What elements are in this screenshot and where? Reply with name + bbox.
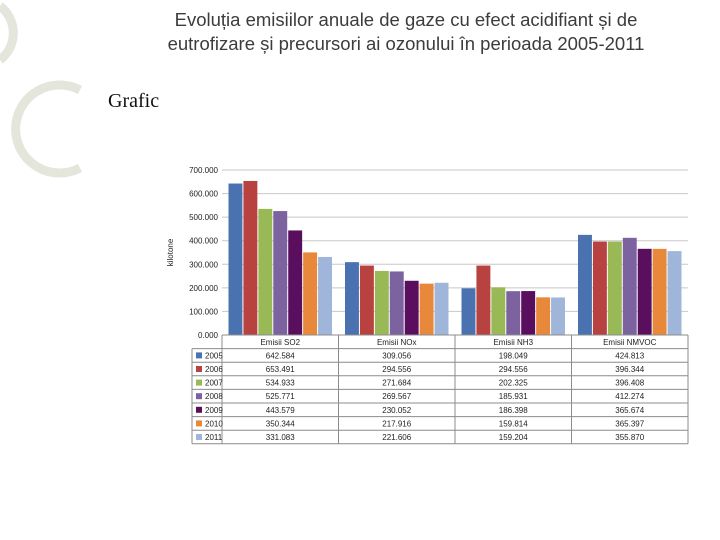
bar — [419, 283, 434, 335]
bar — [345, 262, 359, 335]
slide-title: Evoluția emisiilor anuale de gaze cu efe… — [100, 8, 712, 56]
bar — [491, 287, 506, 335]
bar — [228, 183, 243, 335]
bar — [652, 248, 667, 335]
data-cell: 230.052 — [382, 406, 411, 415]
y-tick-label: 600.000 — [189, 190, 218, 199]
category-label: Emisii NH3 — [493, 338, 533, 347]
bar — [622, 237, 637, 335]
decor-ring-bottom — [11, 80, 83, 178]
data-cell: 443.579 — [266, 406, 295, 415]
legend-label: 2007 — [205, 379, 223, 388]
bar — [578, 234, 592, 335]
data-cell: 396.408 — [615, 379, 644, 388]
legend-label: 2009 — [205, 406, 223, 415]
chart-svg: 0.000 100.000 200.000 300.000 400.000 500.000… — [166, 166, 689, 445]
bar — [404, 280, 419, 335]
bar — [592, 241, 607, 335]
data-cell: 412.274 — [615, 392, 644, 401]
legend-swatch — [196, 366, 202, 372]
bar — [607, 241, 622, 335]
category-label: Emisii SO2 — [260, 338, 300, 347]
data-cell: 202.325 — [499, 379, 528, 388]
legend-swatch — [196, 434, 202, 440]
bar — [273, 211, 288, 335]
y-tick-label: 100.000 — [189, 307, 218, 316]
bar — [461, 288, 476, 335]
legend-label: 2006 — [205, 365, 223, 374]
data-cell: 217.916 — [382, 419, 411, 428]
data-cell: 185.931 — [499, 392, 528, 401]
slide-title-line-1: Evoluția emisiilor anuale de gaze cu efe… — [174, 9, 638, 30]
data-cell: 294.556 — [382, 365, 411, 374]
data-cell: 294.556 — [499, 365, 528, 374]
data-cell: 355.870 — [615, 433, 644, 442]
legend-swatch — [196, 393, 202, 400]
bar — [318, 256, 332, 335]
bar — [506, 291, 521, 335]
data-cell: 186.398 — [499, 406, 528, 415]
decor-ring-top — [0, 2, 18, 64]
legend-label: 2005 — [205, 351, 223, 360]
data-cell: 653.491 — [266, 365, 295, 374]
bar — [434, 282, 449, 335]
bar — [359, 265, 374, 335]
category-label: Emisii NMVOC — [603, 338, 657, 347]
emissions-chart: 0.000 100.000 200.000 300.000 400.000 500.000… — [162, 158, 692, 466]
data-cell: 159.204 — [499, 433, 528, 442]
y-tick-label: 200.000 — [189, 284, 218, 293]
bar — [521, 291, 536, 335]
y-axis-label: kilotone — [166, 238, 175, 266]
bar — [258, 208, 273, 335]
data-cell: 396.344 — [615, 365, 644, 374]
bar — [637, 248, 652, 335]
legend-swatch — [196, 406, 202, 413]
data-cell: 271.684 — [382, 379, 411, 388]
category-label: Emisii NOx — [377, 338, 417, 347]
data-cell: 350.344 — [266, 419, 295, 428]
legend-label: 2008 — [205, 392, 223, 401]
bar — [536, 297, 551, 335]
data-cell: 365.397 — [615, 419, 644, 428]
bar — [476, 265, 491, 335]
bar — [389, 271, 404, 335]
y-tick-label: 500.000 — [189, 213, 218, 222]
y-tick-label: 300.000 — [189, 260, 218, 269]
data-cell: 365.674 — [615, 406, 644, 415]
legend-label: 2010 — [205, 419, 223, 428]
y-tick-label: 700.000 — [189, 166, 218, 175]
data-cell: 159.814 — [499, 419, 528, 428]
data-cell: 534.933 — [266, 379, 295, 388]
bar — [551, 297, 565, 335]
bar — [374, 270, 389, 335]
bullet-grafic: Grafic — [108, 90, 160, 112]
y-tick-label: 400.000 — [189, 237, 218, 246]
data-cell: 269.567 — [382, 392, 411, 401]
slide-title-line-2: eutrofizare și precursori ai ozonului în… — [167, 33, 645, 54]
legend-swatch — [196, 379, 202, 386]
y-tick-label: 0.000 — [198, 331, 219, 340]
bar — [303, 252, 318, 335]
bar — [243, 180, 258, 335]
data-cell: 309.056 — [382, 351, 411, 360]
bar — [288, 230, 303, 335]
bar — [667, 251, 682, 335]
legend-label: 2011 — [205, 433, 223, 442]
data-cell: 331.083 — [266, 433, 295, 442]
decorative-rings — [0, 2, 83, 178]
data-cell: 525.771 — [266, 392, 295, 401]
data-cell: 221.606 — [382, 433, 411, 442]
data-cell: 424.813 — [615, 351, 644, 360]
data-cell: 642.584 — [266, 351, 295, 360]
legend-swatch — [196, 352, 202, 359]
data-cell: 198.049 — [499, 351, 528, 360]
legend-swatch — [196, 420, 202, 427]
